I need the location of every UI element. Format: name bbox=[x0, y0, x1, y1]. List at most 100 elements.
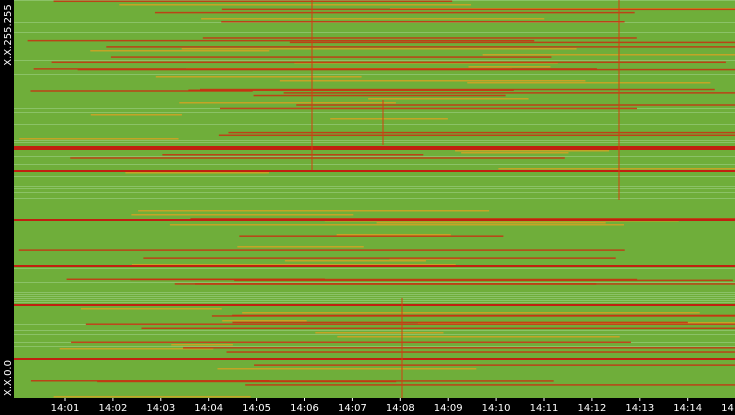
texture-orange bbox=[237, 246, 364, 248]
texture-red bbox=[195, 283, 735, 285]
x-tick-label: 14:02 bbox=[98, 403, 127, 414]
x-tick-label: 14:12 bbox=[577, 403, 606, 414]
texture-red bbox=[254, 364, 735, 366]
texture-orange bbox=[53, 396, 251, 398]
x-tick-label: 14:11 bbox=[530, 403, 559, 414]
texture-light bbox=[14, 292, 735, 293]
texture-red bbox=[232, 321, 688, 324]
texture-red bbox=[239, 235, 504, 237]
texture-light bbox=[14, 176, 735, 177]
texture-red bbox=[110, 56, 552, 58]
texture-red bbox=[228, 131, 735, 134]
texture-red bbox=[141, 327, 735, 330]
texture-orange bbox=[468, 66, 551, 68]
texture-red bbox=[97, 380, 397, 383]
texture-light bbox=[14, 186, 735, 187]
texture-light bbox=[14, 32, 735, 33]
texture-red bbox=[70, 157, 565, 159]
texture-light bbox=[14, 346, 735, 347]
texture-red bbox=[226, 351, 735, 353]
texture-light bbox=[14, 298, 735, 299]
texture-orange bbox=[284, 260, 426, 262]
texture-orange bbox=[279, 80, 586, 82]
texture-red bbox=[183, 347, 735, 349]
texture-orange bbox=[181, 48, 577, 50]
texture-orange bbox=[90, 114, 182, 116]
texture-light bbox=[14, 140, 735, 141]
texture-light bbox=[14, 302, 735, 303]
texture-red bbox=[27, 39, 535, 42]
texture-light bbox=[14, 188, 735, 189]
texture-orange bbox=[461, 152, 569, 154]
texture-light bbox=[14, 282, 735, 283]
texture-orange bbox=[171, 344, 233, 346]
x-tick-label: 14:07 bbox=[338, 403, 367, 414]
streak bbox=[14, 146, 735, 148]
texture-orange bbox=[330, 118, 448, 120]
texture-orange bbox=[336, 234, 451, 236]
texture-red bbox=[33, 68, 597, 70]
texture-red bbox=[234, 279, 733, 282]
texture-light bbox=[14, 156, 735, 157]
x-tick-label: 14:01 bbox=[51, 403, 80, 414]
texture-red bbox=[202, 37, 637, 39]
texture-light bbox=[14, 294, 735, 295]
texture-red bbox=[53, 0, 453, 3]
texture-red bbox=[30, 90, 253, 92]
streak bbox=[14, 358, 735, 360]
texture-red bbox=[154, 11, 635, 14]
texture-red bbox=[130, 278, 638, 281]
texture-light bbox=[14, 330, 735, 331]
texture-orange bbox=[242, 312, 700, 314]
texture-orange bbox=[482, 54, 735, 56]
texture-red bbox=[253, 94, 506, 97]
texture-red bbox=[221, 20, 625, 23]
texture-orange bbox=[80, 308, 222, 310]
texture-red bbox=[106, 46, 735, 48]
texture-orange bbox=[179, 102, 396, 104]
texture-orange bbox=[131, 214, 354, 216]
texture-orange bbox=[315, 332, 444, 334]
texture-light bbox=[14, 112, 735, 113]
texture-light bbox=[14, 300, 735, 301]
texture-light bbox=[14, 22, 735, 23]
texture-red bbox=[85, 323, 735, 326]
texture-light bbox=[14, 334, 735, 335]
texture-red bbox=[51, 61, 726, 64]
texture-orange bbox=[368, 98, 529, 100]
y-bottom-label: X.X.0.0 bbox=[3, 360, 14, 396]
texture-orange bbox=[125, 172, 269, 174]
texture-orange bbox=[498, 168, 735, 170]
streak bbox=[14, 304, 735, 306]
texture-light bbox=[14, 164, 735, 165]
x-tick-label: 14:13 bbox=[625, 403, 654, 414]
texture-light bbox=[14, 60, 735, 61]
x-tick-label: 14:09 bbox=[434, 403, 463, 414]
streak bbox=[14, 170, 735, 172]
y-top-label: X.X.255.255 bbox=[3, 4, 14, 65]
plot-area bbox=[14, 0, 735, 398]
x-tick-label: 14:15 bbox=[721, 403, 735, 414]
texture-orange bbox=[222, 320, 307, 322]
texture-red bbox=[283, 92, 735, 94]
texture-orange bbox=[376, 222, 606, 224]
texture-light bbox=[14, 296, 735, 297]
texture-orange bbox=[455, 150, 610, 152]
texture-red bbox=[221, 8, 735, 11]
texture-orange bbox=[201, 18, 545, 20]
texture-orange bbox=[19, 138, 179, 140]
texture-light bbox=[14, 268, 735, 269]
texture-red bbox=[218, 134, 735, 137]
texture-orange bbox=[169, 224, 625, 226]
streak bbox=[14, 219, 735, 221]
texture-red bbox=[289, 41, 735, 44]
texture-red bbox=[245, 384, 735, 386]
texture-light bbox=[14, 74, 735, 75]
texture-red bbox=[190, 218, 735, 220]
texture-light bbox=[14, 198, 735, 199]
texture-red bbox=[296, 104, 735, 106]
texture-red bbox=[219, 107, 637, 110]
texture-orange bbox=[119, 4, 472, 6]
texture-orange bbox=[59, 348, 214, 350]
texture-red bbox=[162, 154, 424, 156]
